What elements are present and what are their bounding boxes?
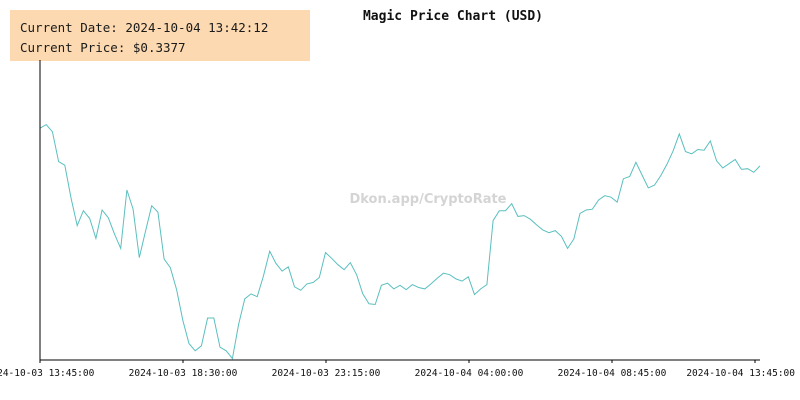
x-tick-label: 2024-10-03 13:45:00 <box>0 368 95 379</box>
current-price-row: Current Price: $0.3377 <box>20 38 310 58</box>
x-tick-label: 2024-10-03 18:30:00 <box>129 368 238 379</box>
current-date-label: Current Date: <box>20 20 118 35</box>
x-axis-ticks: 2024-10-03 13:45:00 2024-10-03 18:30:00 20… <box>0 360 795 379</box>
x-tick-label: 2024-10-04 13:45:00 <box>686 368 795 379</box>
x-tick-label: 2024-10-04 08:45:00 <box>558 368 667 379</box>
current-info-box: Current Date: 2024-10-04 13:42:12 Curren… <box>10 10 310 61</box>
current-price-label: Current Price: <box>20 40 126 55</box>
current-price-value: $0.3377 <box>132 40 186 55</box>
watermark-text: Dkon.app/CryptoRate <box>349 192 506 207</box>
x-tick-label: 2024-10-04 04:00:00 <box>415 368 524 379</box>
chart-title: Magic Price Chart (USD) <box>362 9 543 24</box>
current-date-row: Current Date: 2024-10-04 13:42:12 <box>20 18 310 38</box>
current-date-value: 2024-10-04 13:42:12 <box>125 20 269 35</box>
x-tick-label: 2024-10-03 23:15:00 <box>272 368 381 379</box>
price-series-line <box>39 123 761 360</box>
